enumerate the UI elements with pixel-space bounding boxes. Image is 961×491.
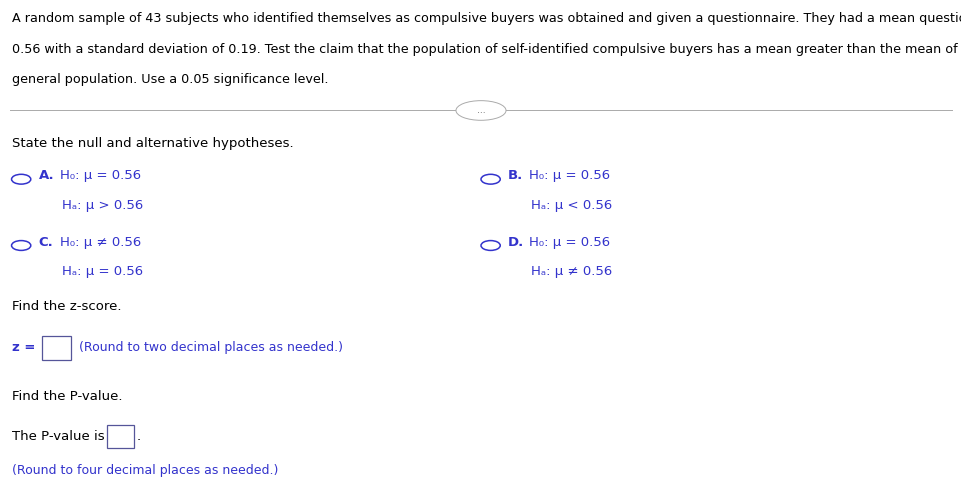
Text: .: . bbox=[136, 430, 140, 442]
Text: (Round to two decimal places as needed.): (Round to two decimal places as needed.) bbox=[79, 341, 342, 354]
Text: B.: B. bbox=[507, 169, 523, 182]
Text: general population. Use a 0.05 significance level.: general population. Use a 0.05 significa… bbox=[12, 73, 328, 86]
Text: (Round to four decimal places as needed.): (Round to four decimal places as needed.… bbox=[12, 464, 278, 477]
Text: D.: D. bbox=[507, 236, 524, 248]
FancyBboxPatch shape bbox=[107, 425, 134, 448]
Text: A random sample of 43 subjects who identified themselves as compulsive buyers wa: A random sample of 43 subjects who ident… bbox=[12, 12, 961, 25]
Text: H₀: μ ≠ 0.56: H₀: μ ≠ 0.56 bbox=[60, 236, 140, 248]
Circle shape bbox=[12, 174, 31, 184]
Circle shape bbox=[480, 174, 500, 184]
Text: C.: C. bbox=[38, 236, 53, 248]
Text: 0.56 with a standard deviation of 0.19. Test the claim that the population of se: 0.56 with a standard deviation of 0.19. … bbox=[12, 43, 961, 55]
Text: The P-value is: The P-value is bbox=[12, 430, 109, 442]
FancyBboxPatch shape bbox=[42, 336, 71, 360]
Text: H₀: μ = 0.56: H₀: μ = 0.56 bbox=[60, 169, 140, 182]
Text: State the null and alternative hypotheses.: State the null and alternative hypothese… bbox=[12, 137, 293, 150]
Text: Find the z-score.: Find the z-score. bbox=[12, 300, 121, 312]
Text: z =: z = bbox=[12, 341, 39, 354]
Text: H₀: μ = 0.56: H₀: μ = 0.56 bbox=[529, 236, 609, 248]
Text: H₀: μ = 0.56: H₀: μ = 0.56 bbox=[529, 169, 609, 182]
Circle shape bbox=[12, 241, 31, 250]
Text: Hₐ: μ ≠ 0.56: Hₐ: μ ≠ 0.56 bbox=[530, 265, 611, 278]
Text: Hₐ: μ < 0.56: Hₐ: μ < 0.56 bbox=[530, 199, 611, 212]
Circle shape bbox=[480, 241, 500, 250]
Text: A.: A. bbox=[38, 169, 54, 182]
Text: Hₐ: μ > 0.56: Hₐ: μ > 0.56 bbox=[62, 199, 142, 212]
Text: ...: ... bbox=[477, 106, 484, 115]
Ellipse shape bbox=[456, 101, 505, 120]
Text: Hₐ: μ = 0.56: Hₐ: μ = 0.56 bbox=[62, 265, 142, 278]
Text: Find the P-value.: Find the P-value. bbox=[12, 390, 122, 403]
